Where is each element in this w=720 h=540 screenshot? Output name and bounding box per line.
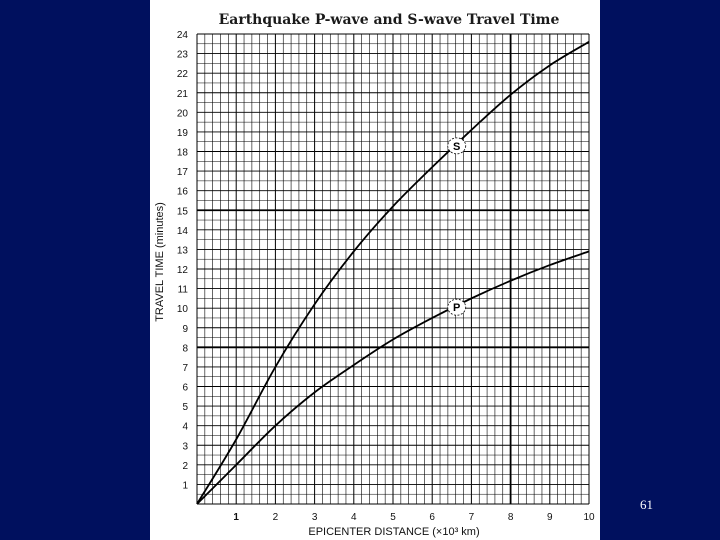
y-tick-label: 21 [177,89,189,100]
series: SP [196,41,590,505]
y-tick-label: 6 [182,383,188,394]
tick-labels: 1234567891011121314151617181920212223241… [177,30,595,523]
chart-title: Earthquake P-wave and S-wave Travel Time [219,12,560,28]
y-tick-label: 4 [182,422,188,433]
y-tick-label: 20 [177,108,189,119]
x-axis-label: EPICENTER DISTANCE (×10³ km) [308,526,479,538]
series-label-badge [447,298,467,316]
y-tick-label: 1 [182,480,188,491]
x-tick-label: 2 [273,512,279,523]
y-tick-label: 7 [182,363,188,374]
y-axis-label: TRAVEL TIME (minutes) [154,202,166,322]
series-label-p: P [453,302,460,314]
y-tick-label: 3 [182,441,188,452]
x-tick-label: 8 [508,512,514,523]
y-tick-label: 14 [177,226,189,237]
x-tick-label: 5 [390,512,396,523]
y-tick-label: 16 [177,187,189,198]
y-tick-label: 10 [177,304,189,315]
x-tick-label: 10 [583,512,595,523]
y-tick-label: 2 [182,461,188,472]
y-tick-label: 11 [178,285,189,296]
series-label-s: S [453,141,460,153]
series-label-badge [447,137,467,155]
y-tick-label: 18 [177,148,189,159]
y-tick-label: 23 [177,50,189,61]
y-tick-label: 17 [177,167,189,178]
series-line-p [196,250,590,505]
y-tick-label: 22 [177,69,189,80]
travel-time-chart: Earthquake P-wave and S-wave Travel Time… [154,12,595,538]
x-tick-label: 6 [429,512,435,523]
x-tick-label: 3 [312,512,318,523]
y-tick-label: 13 [177,245,189,256]
y-tick-label: 5 [182,402,188,413]
y-tick-label: 9 [182,324,188,335]
x-tick-label: 9 [547,512,553,523]
x-tick-label: 1 [233,512,239,523]
y-tick-label: 12 [177,265,189,276]
y-tick-label: 24 [177,30,189,41]
y-tick-label: 15 [177,206,189,217]
series-line-s [196,41,590,505]
page-number: 61 [640,497,653,512]
grid [196,33,590,505]
x-tick-label: 4 [351,512,357,523]
y-tick-label: 19 [177,128,189,139]
chart-panel: Earthquake P-wave and S-wave Travel Time… [150,0,600,540]
y-tick-label: 8 [182,343,188,354]
x-tick-label: 7 [469,512,475,523]
